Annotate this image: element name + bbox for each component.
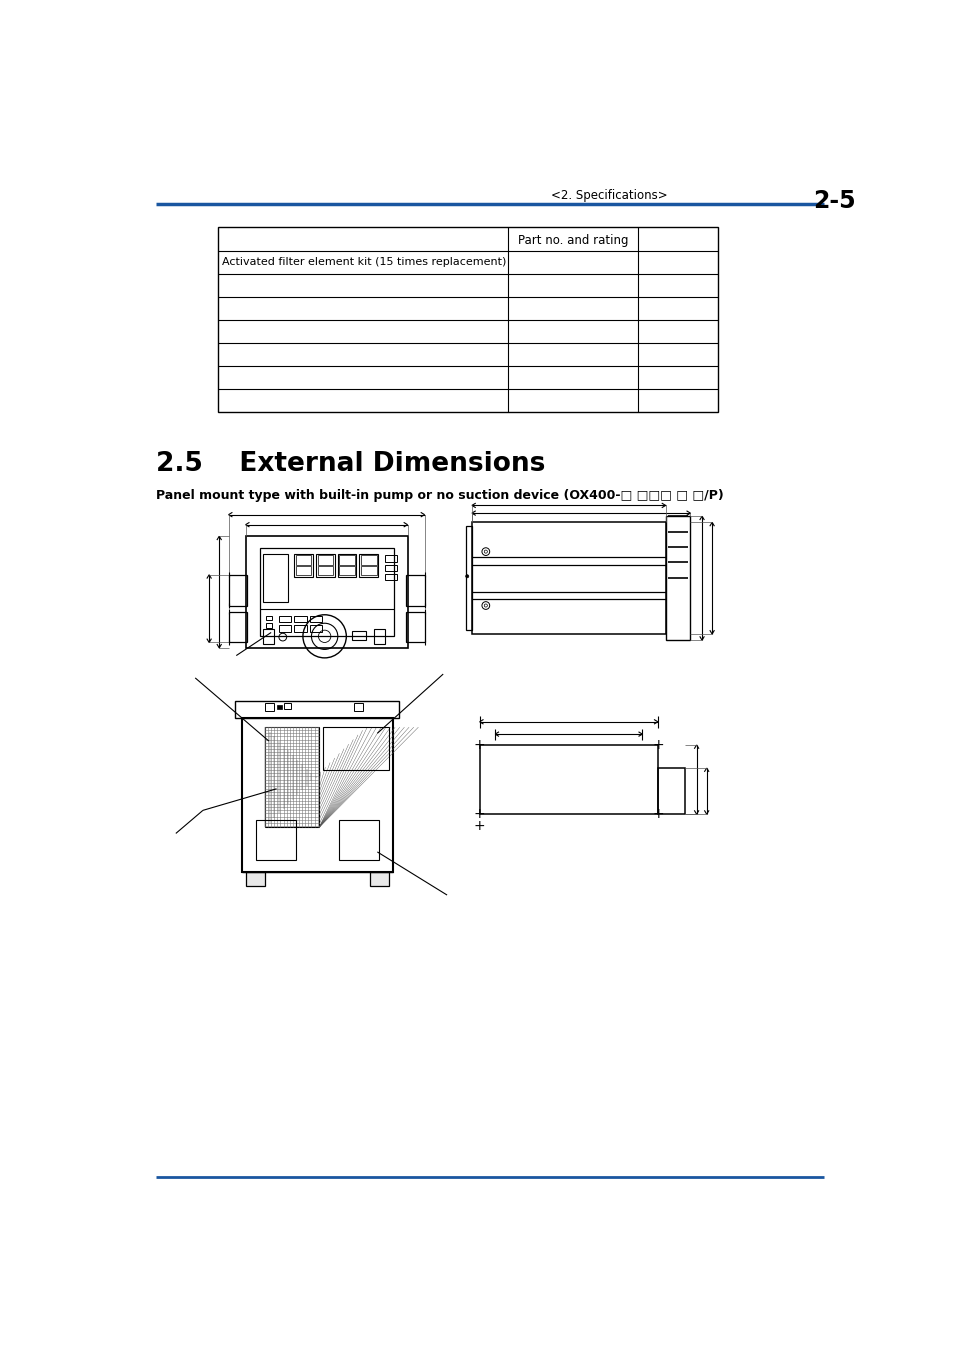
Bar xyxy=(263,554,288,602)
Bar xyxy=(217,227,717,412)
Bar xyxy=(360,555,376,564)
Bar xyxy=(323,728,389,770)
Text: +: + xyxy=(474,738,485,752)
Bar xyxy=(266,616,272,620)
Bar xyxy=(295,555,311,564)
Text: 2-5: 2-5 xyxy=(812,189,855,213)
Bar xyxy=(339,566,355,575)
Bar xyxy=(310,616,322,622)
Bar xyxy=(665,516,690,640)
Bar xyxy=(369,872,389,886)
Bar xyxy=(265,703,274,711)
Bar xyxy=(465,526,472,630)
Bar xyxy=(315,554,335,576)
Bar xyxy=(479,745,658,814)
Text: <2. Specifications>: <2. Specifications> xyxy=(550,189,667,202)
Text: +: + xyxy=(474,807,485,821)
Text: Panel mount type with built-in pump or no suction device (OX400-□ □□□ □ □/P): Panel mount type with built-in pump or n… xyxy=(155,489,722,502)
Text: Part no. and rating: Part no. and rating xyxy=(517,234,628,247)
Bar xyxy=(266,624,272,628)
Circle shape xyxy=(465,575,468,578)
Text: Activated filter element kit (15 times replacement): Activated filter element kit (15 times r… xyxy=(221,256,505,267)
Bar xyxy=(374,629,385,644)
Bar xyxy=(406,575,424,606)
Bar xyxy=(317,566,333,575)
Bar xyxy=(338,819,378,860)
Bar xyxy=(294,616,307,622)
Bar xyxy=(352,630,365,640)
Bar xyxy=(385,574,396,580)
Bar xyxy=(284,703,291,710)
Bar xyxy=(406,612,424,643)
Bar xyxy=(360,566,376,575)
Bar xyxy=(278,625,291,632)
Text: +: + xyxy=(652,807,663,821)
Text: +: + xyxy=(652,738,663,752)
Bar xyxy=(278,616,291,622)
Bar xyxy=(310,625,322,632)
Bar xyxy=(229,612,247,643)
Bar xyxy=(354,703,363,711)
Bar xyxy=(294,554,313,576)
Bar xyxy=(337,554,356,576)
Bar xyxy=(385,564,396,571)
Bar xyxy=(317,555,333,564)
Bar xyxy=(245,536,407,648)
Bar xyxy=(245,872,265,886)
Bar xyxy=(385,555,396,562)
Bar xyxy=(658,768,684,814)
Bar xyxy=(241,718,393,872)
Bar xyxy=(277,705,282,710)
Bar xyxy=(295,566,311,575)
Bar xyxy=(259,548,394,636)
Bar xyxy=(263,629,274,644)
Text: +: + xyxy=(474,818,485,833)
Text: 2.5    External Dimensions: 2.5 External Dimensions xyxy=(155,451,544,477)
Bar xyxy=(339,555,355,564)
Bar xyxy=(235,701,398,718)
Bar xyxy=(472,522,665,634)
Bar xyxy=(265,728,319,828)
Bar xyxy=(359,554,377,576)
Bar xyxy=(294,625,307,632)
Bar xyxy=(255,819,295,860)
Bar xyxy=(229,575,247,606)
